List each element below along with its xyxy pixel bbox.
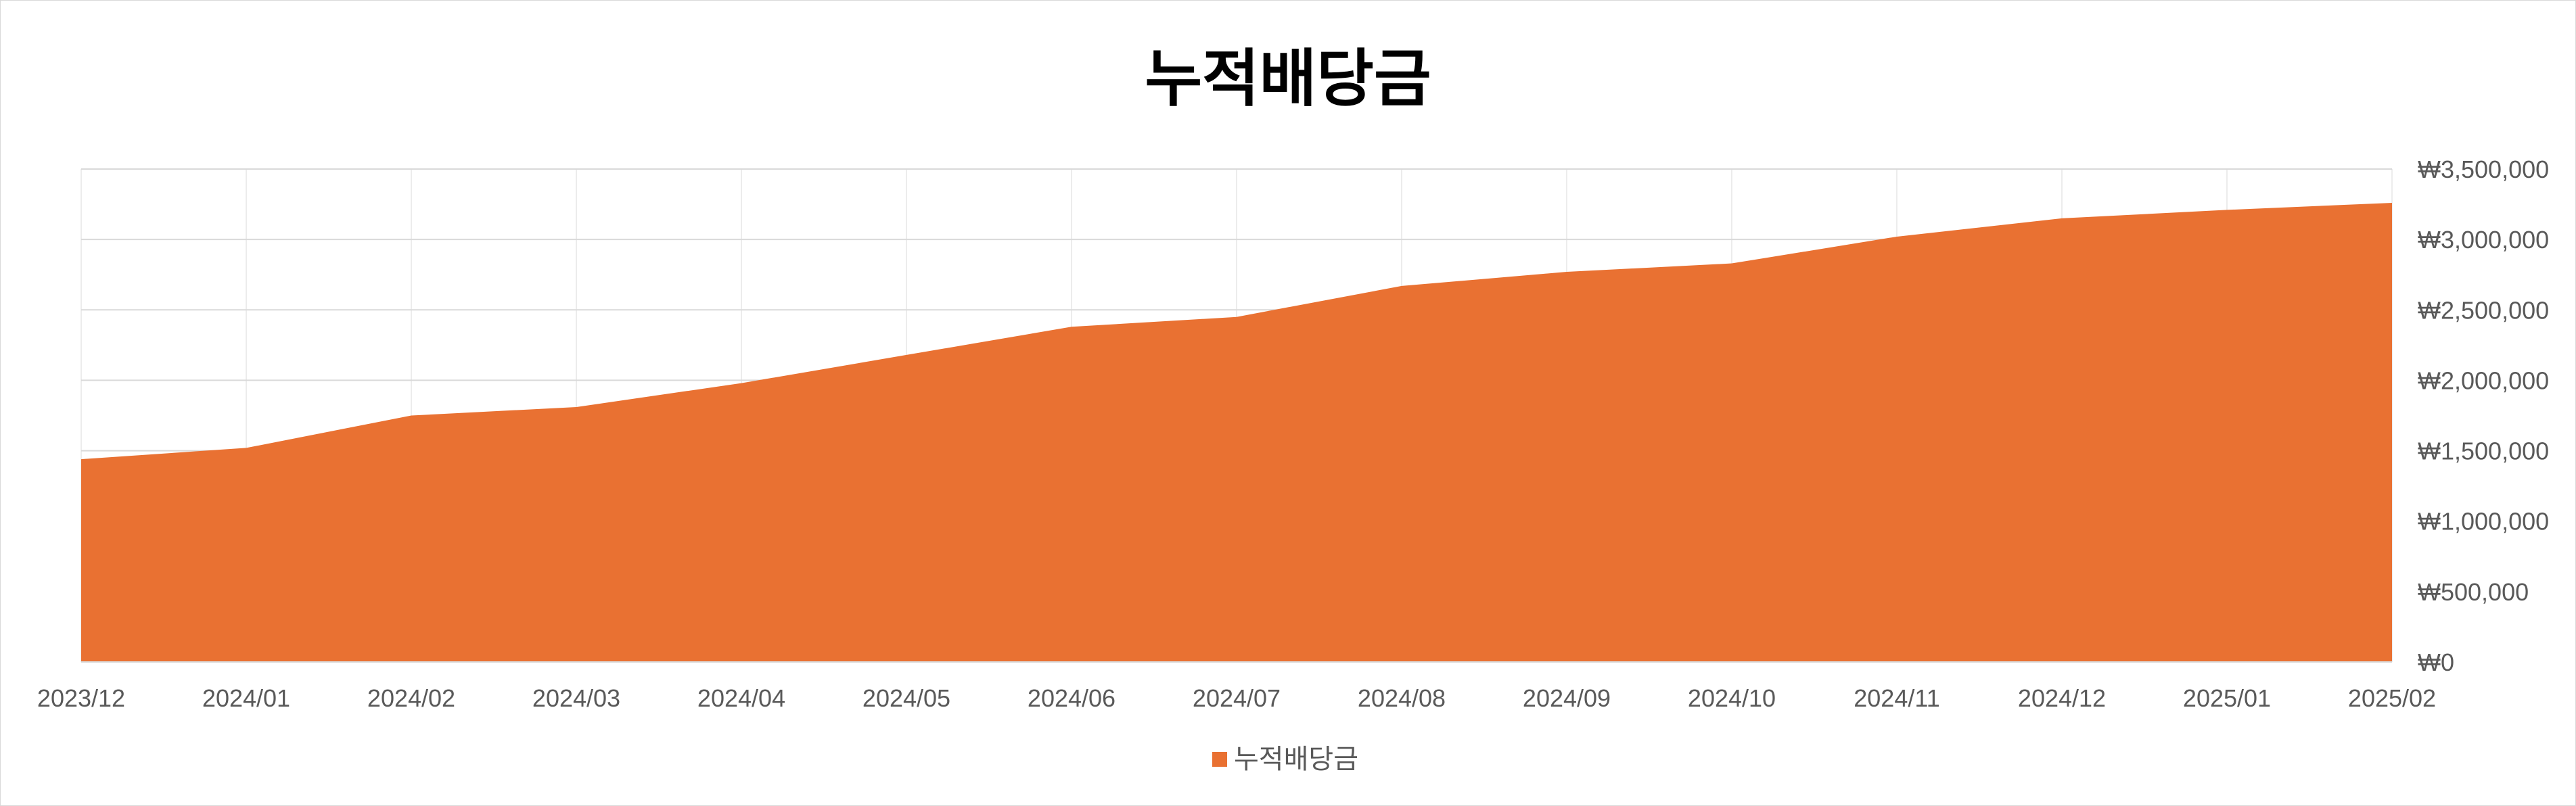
x-tick-label: 2024/12 <box>2018 684 2106 712</box>
y-tick-label: ₩0 <box>2418 648 2454 676</box>
x-axis-ticks: 2023/12 2024/01 2024/02 2024/03 2024/04 2024/… <box>37 684 2436 712</box>
y-tick-label: ₩500,000 <box>2418 578 2529 606</box>
x-tick-label: 2024/05 <box>862 684 950 712</box>
x-tick-label: 2024/06 <box>1028 684 1116 712</box>
y-tick-label: ₩3,500,000 <box>2418 156 2549 183</box>
y-tick-label: ₩2,500,000 <box>2418 296 2549 324</box>
x-tick-label: 2024/10 <box>1688 684 1776 712</box>
series-area[interactable] <box>81 202 2392 662</box>
y-tick-label: ₩3,000,000 <box>2418 226 2549 254</box>
y-tick-label: ₩1,000,000 <box>2418 508 2549 536</box>
y-tick-label: ₩1,500,000 <box>2418 437 2549 465</box>
x-tick-label: 2024/04 <box>697 684 785 712</box>
x-tick-label: 2025/01 <box>2183 684 2271 712</box>
legend-swatch <box>1212 752 1227 767</box>
legend[interactable]: 누적배당금 <box>1212 744 1358 775</box>
legend-label: 누적배당금 <box>1234 744 1358 775</box>
y-axis-ticks: ₩0 ₩500,000 ₩1,000,000 ₩1,500,000 ₩2,000,000… <box>2418 156 2549 676</box>
x-tick-label: 2024/09 <box>1523 684 1611 712</box>
x-tick-label: 2024/03 <box>532 684 620 712</box>
x-tick-label: 2024/02 <box>367 684 455 712</box>
x-tick-label: 2024/01 <box>202 684 290 712</box>
chart-title: 누적배당금 <box>1145 43 1431 115</box>
x-tick-label: 2024/07 <box>1193 684 1281 712</box>
x-tick-label: 2024/11 <box>1854 684 1939 712</box>
area-layer <box>81 202 2392 663</box>
y-tick-label: ₩2,000,000 <box>2418 366 2549 394</box>
x-tick-label: 2024/08 <box>1358 684 1446 712</box>
x-tick-label: 2025/02 <box>2348 684 2436 712</box>
x-tick-label: 2023/12 <box>37 684 125 712</box>
